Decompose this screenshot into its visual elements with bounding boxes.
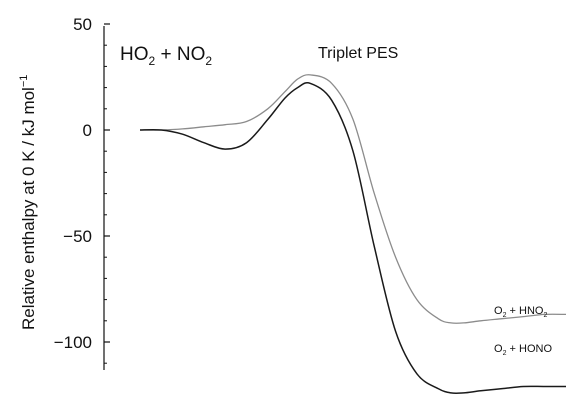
product-hono-plus: + [506, 343, 519, 355]
y-tick-label: 50 [73, 15, 92, 34]
reactant-plus: + [155, 44, 177, 65]
product-label-hno2: O2 + HNO2 [494, 305, 547, 319]
reactant-label: HO2 + NO2 [120, 44, 212, 68]
reactant-a: HO [120, 44, 149, 65]
product-hno2-b-sub: 2 [543, 312, 547, 319]
product-hno2-plus: + [506, 305, 519, 317]
series-line-hono [139, 82, 566, 395]
y-tick-label: 0 [83, 121, 92, 140]
product-label-hono: O2 + HONO [494, 343, 552, 357]
product-hno2-a-sub: 2 [503, 312, 507, 319]
series-layer [139, 74, 567, 395]
product-hno2-b: HNO [519, 305, 544, 317]
y-tick-label: −100 [54, 333, 92, 352]
series-line-hno2 [139, 74, 567, 324]
reactant-b-sub: 2 [205, 54, 212, 68]
reactant-b: NO [177, 44, 206, 65]
reactant-a-sub: 2 [149, 54, 156, 68]
y-tick-label: −50 [63, 227, 92, 246]
product-hono-a-sub: 2 [503, 350, 507, 357]
product-hono-a: O [494, 343, 503, 355]
product-hno2-a: O [494, 305, 503, 317]
y-ticks: 50 0 −50 −100 [54, 15, 110, 364]
product-hono-b: HONO [519, 343, 552, 355]
y-axis-label-unit-exponent: −1 [18, 75, 30, 88]
y-axis-label-main: Relative enthalpy at 0 K / kJ mol [19, 87, 38, 330]
y-axis: 50 0 −50 −100 [54, 15, 110, 370]
chart-title: Triplet PES [318, 45, 398, 62]
y-axis-label: Relative enthalpy at 0 K / kJ mol−1 [18, 75, 38, 330]
